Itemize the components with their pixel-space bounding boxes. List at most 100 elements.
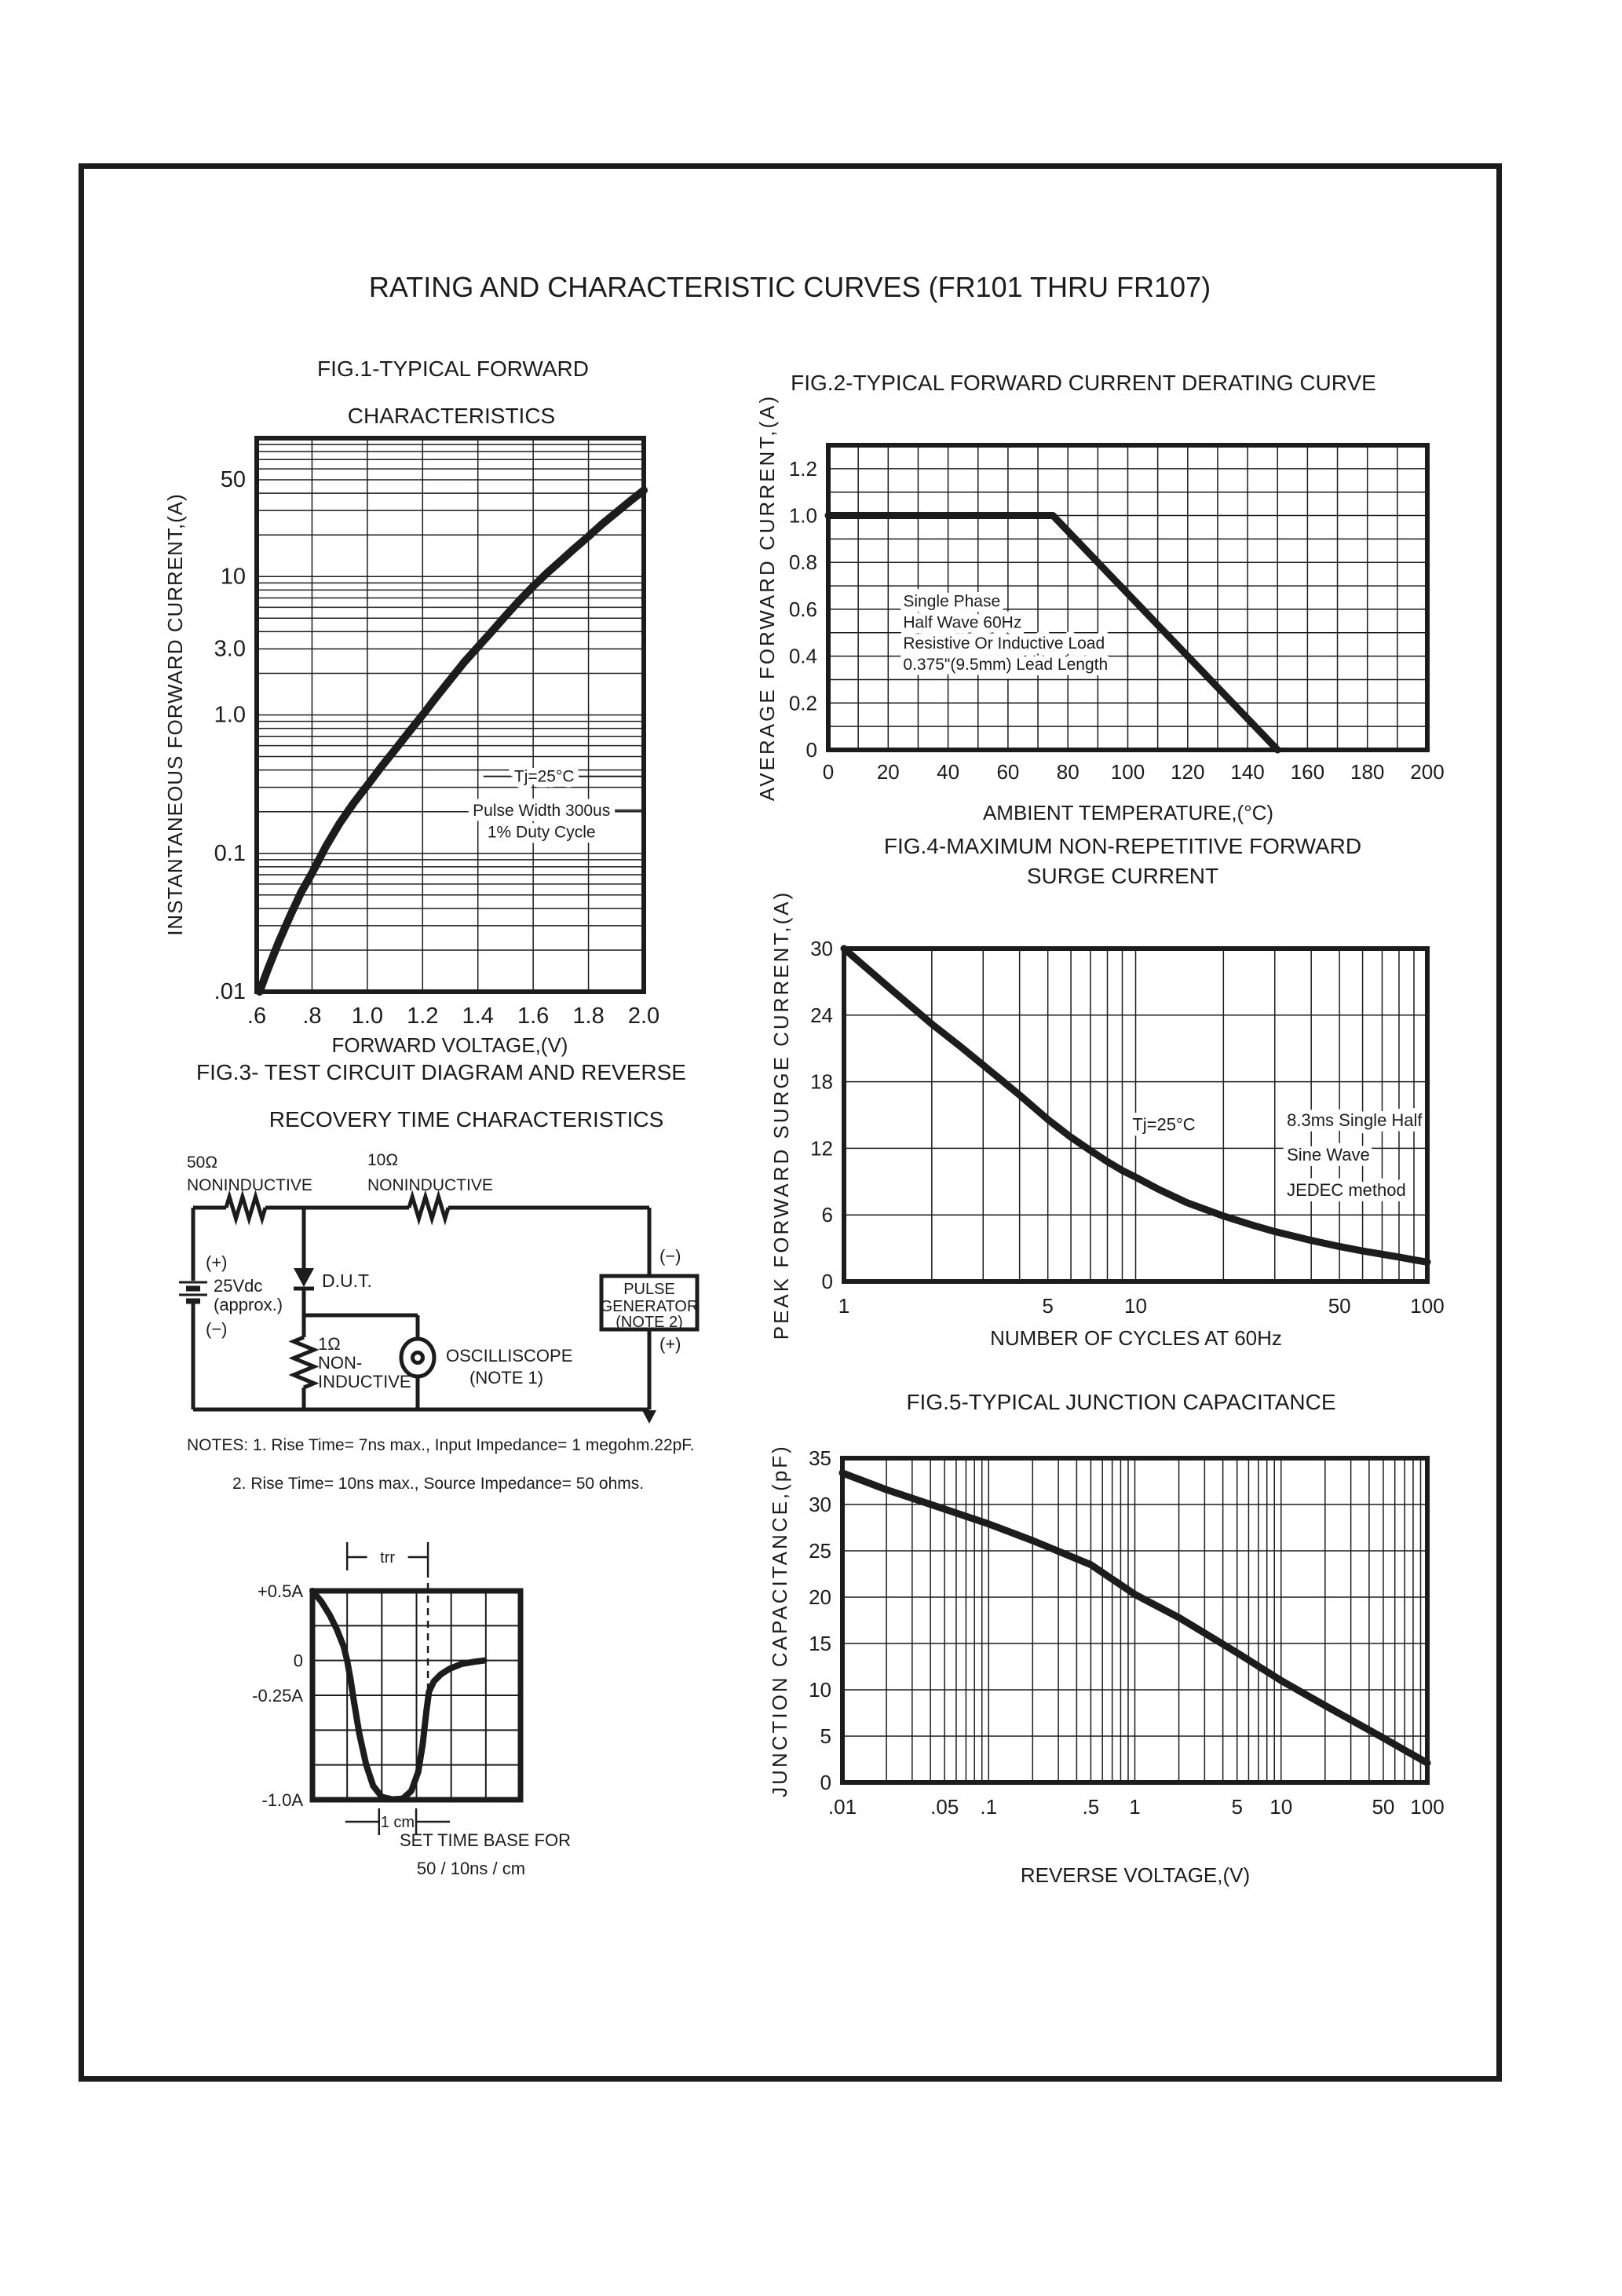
fig4-y-tick-label: 0	[822, 1270, 833, 1293]
fig2-x-tick-label: 80	[1057, 760, 1080, 784]
fig2-x-tick-label: 160	[1291, 760, 1324, 784]
oscilloscope-label: OSCILLISCOPE	[446, 1346, 572, 1366]
generator-minus-label: (−)	[659, 1246, 681, 1266]
r3-label-line3: INDUCTIVE	[318, 1372, 411, 1391]
waveform-caption-line1: SET TIME BASE FOR	[399, 1830, 572, 1850]
fig5-x-tick-label: .01	[828, 1795, 857, 1819]
fig3-notes-line1: NOTES: 1. Rise Time= 7ns max., Input Imp…	[187, 1436, 695, 1454]
pulse-generator-label-line2: GENERATOR	[601, 1298, 699, 1315]
fig1-x-tick-label: 1.0	[352, 1004, 383, 1029]
fig2-x-tick-label: 0	[823, 760, 834, 784]
fig1-curve	[255, 486, 648, 996]
fig2-curve	[824, 512, 1281, 754]
fig5-chart: .01.05.1.5 1 5 10 50 10005101520253035REVERSE…	[768, 1444, 1445, 1887]
fig1-title-line2: CHARACTERISTICS	[347, 404, 556, 428]
fig1-x-tick-label: .8	[302, 1004, 321, 1029]
fig5-x-axis-title: REVERSE VOLTAGE,(V)	[1021, 1863, 1250, 1887]
fig1-x-tick-label: 1.8	[572, 1004, 604, 1029]
fig4-x-axis-title: NUMBER OF CYCLES AT 60Hz	[990, 1326, 1282, 1350]
fig5-curve	[838, 1469, 1431, 1767]
fig5-y-tick-label: 35	[809, 1446, 831, 1470]
fig2-frame	[826, 443, 1430, 752]
r1-value-label: 50Ω	[187, 1153, 217, 1172]
resistor-icon	[288, 1335, 320, 1390]
oscilloscope-inner-dot	[411, 1351, 425, 1365]
fig2-x-tick-label: 180	[1350, 760, 1384, 784]
fig4-x-tick-label: 50	[1328, 1294, 1351, 1318]
fig1-frame	[254, 436, 646, 994]
fig2-y-axis-title: AVERAGE FORWARD CURRENT,(A)	[755, 394, 779, 801]
r1-type-label: NONINDUCTIVE	[187, 1176, 312, 1194]
fig2-y-tick-label: 0.2	[789, 691, 817, 715]
waveform-y-label: -0.25A	[252, 1686, 303, 1706]
trr-label: trr	[380, 1549, 395, 1567]
fig5-y-tick-label: 30	[809, 1493, 831, 1516]
page-title: RATING AND CHARACTERISTIC CURVES (FR101 …	[368, 271, 1211, 303]
fig2-x-axis-title: AMBIENT TEMPERATURE,(°C)	[983, 801, 1273, 824]
fig4-curve	[840, 945, 1431, 1266]
fig5-y-axis-title: JUNCTION CAPACITANCE,(pF)	[768, 1444, 791, 1797]
oscilloscope-note-label: (NOTE 1)	[469, 1368, 543, 1387]
fig4-title-line1: FIG.4-MAXIMUM NON-REPETITIVE FORWARD	[883, 834, 1362, 858]
fig5-y-tick-label: 10	[809, 1678, 831, 1702]
pulse-generator-label-line1: PULSE	[623, 1281, 675, 1298]
fig5-x-tick-label: 5	[1231, 1795, 1242, 1819]
fig2-y-tick-label: 1.0	[789, 504, 817, 528]
fig1-y-axis-title: INSTANTANEOUS FORWARD CURRENT,(A)	[163, 493, 187, 936]
fig2-x-tick-label: 40	[937, 760, 959, 784]
fig2-x-tick-label: 140	[1230, 760, 1264, 784]
waveform-y-label: -1.0A	[261, 1790, 303, 1810]
battery-approx-label: (approx.)	[214, 1295, 283, 1314]
fig5-y-tick-label: 20	[809, 1585, 831, 1609]
fig4-x-tick-label: 100	[1410, 1294, 1444, 1318]
fig5-x-tick-label: 10	[1269, 1795, 1292, 1819]
fig4-x-tick-label: 5	[1042, 1294, 1053, 1318]
waveform-y-label: 0	[294, 1651, 303, 1671]
battery-plus-label: (+)	[206, 1252, 228, 1272]
fig1-x-tick-label: .6	[247, 1004, 266, 1029]
r2-value-label: 10Ω	[367, 1151, 398, 1169]
cm-label: 1 cm	[381, 1814, 415, 1831]
fig2-y-tick-label: 0.6	[789, 598, 817, 621]
fig1-x-tick-label: 2.0	[628, 1004, 659, 1029]
fig1-title-line1: FIG.1-TYPICAL FORWARD	[317, 356, 589, 381]
fig5-y-tick-label: 15	[809, 1632, 831, 1655]
pulse-generator-label-line3: (NOTE 2)	[616, 1314, 683, 1331]
fig1-y-tick-label: 10	[221, 564, 246, 589]
fig1-x-tick-label: 1.4	[462, 1004, 494, 1029]
fig1-y-tick-label: 0.1	[214, 841, 246, 866]
fig5-x-tick-label: 1	[1129, 1795, 1140, 1819]
generator-plus-label: (+)	[659, 1334, 681, 1354]
fig5-x-tick-label: .5	[1083, 1795, 1100, 1819]
waveform-frame	[309, 1588, 524, 1803]
fig4-y-tick-label: 24	[810, 1004, 833, 1027]
fig4-y-tick-label: 12	[810, 1136, 833, 1160]
r3-value-label: 1Ω	[318, 1334, 341, 1354]
fig2-y-tick-label: 0	[806, 738, 817, 762]
r3-label-line2: NON-	[318, 1353, 362, 1373]
fig3-circuit-diagram: 50Ω NONINDUCTIVE 10Ω NONINDUCTIVE (+) 25Vdc(a…	[179, 1151, 700, 1424]
waveform-diagram: +0.5A 0 -0.25A -1.0A trr 1 cm	[252, 1542, 524, 1835]
fig2-title: FIG.2-TYPICAL FORWARD CURRENT DERATING C…	[791, 371, 1376, 395]
fig5-title: FIG.5-TYPICAL JUNCTION CAPACITANCE	[906, 1390, 1336, 1414]
fig1-y-tick-label: 3.0	[214, 636, 246, 661]
fig1-x-tick-label: 1.2	[407, 1004, 438, 1029]
fig5-x-tick-label: 100	[1410, 1795, 1444, 1819]
fig4-title-line2: SURGE CURRENT	[1026, 864, 1219, 888]
waveform-y-label: +0.5A	[258, 1581, 303, 1601]
dut-label: D.U.T.	[322, 1270, 372, 1291]
diode-icon	[294, 1268, 314, 1287]
fig2-y-tick-label: 0.8	[789, 550, 817, 574]
waveform-caption-line2: 50 / 10ns / cm	[416, 1859, 526, 1878]
battery-minus-label: (−)	[206, 1319, 228, 1339]
fig2-y-tick-label: 0.4	[789, 645, 817, 668]
fig1-x-tick-label: 1.6	[517, 1004, 549, 1029]
fig2-x-tick-label: 60	[996, 760, 1019, 784]
fig5-y-tick-label: 5	[820, 1724, 831, 1748]
fig3-title-line2: RECOVERY TIME CHARACTERISTICS	[269, 1107, 664, 1132]
fig4-frame	[842, 946, 1430, 1284]
waveform-curve	[309, 1588, 488, 1803]
